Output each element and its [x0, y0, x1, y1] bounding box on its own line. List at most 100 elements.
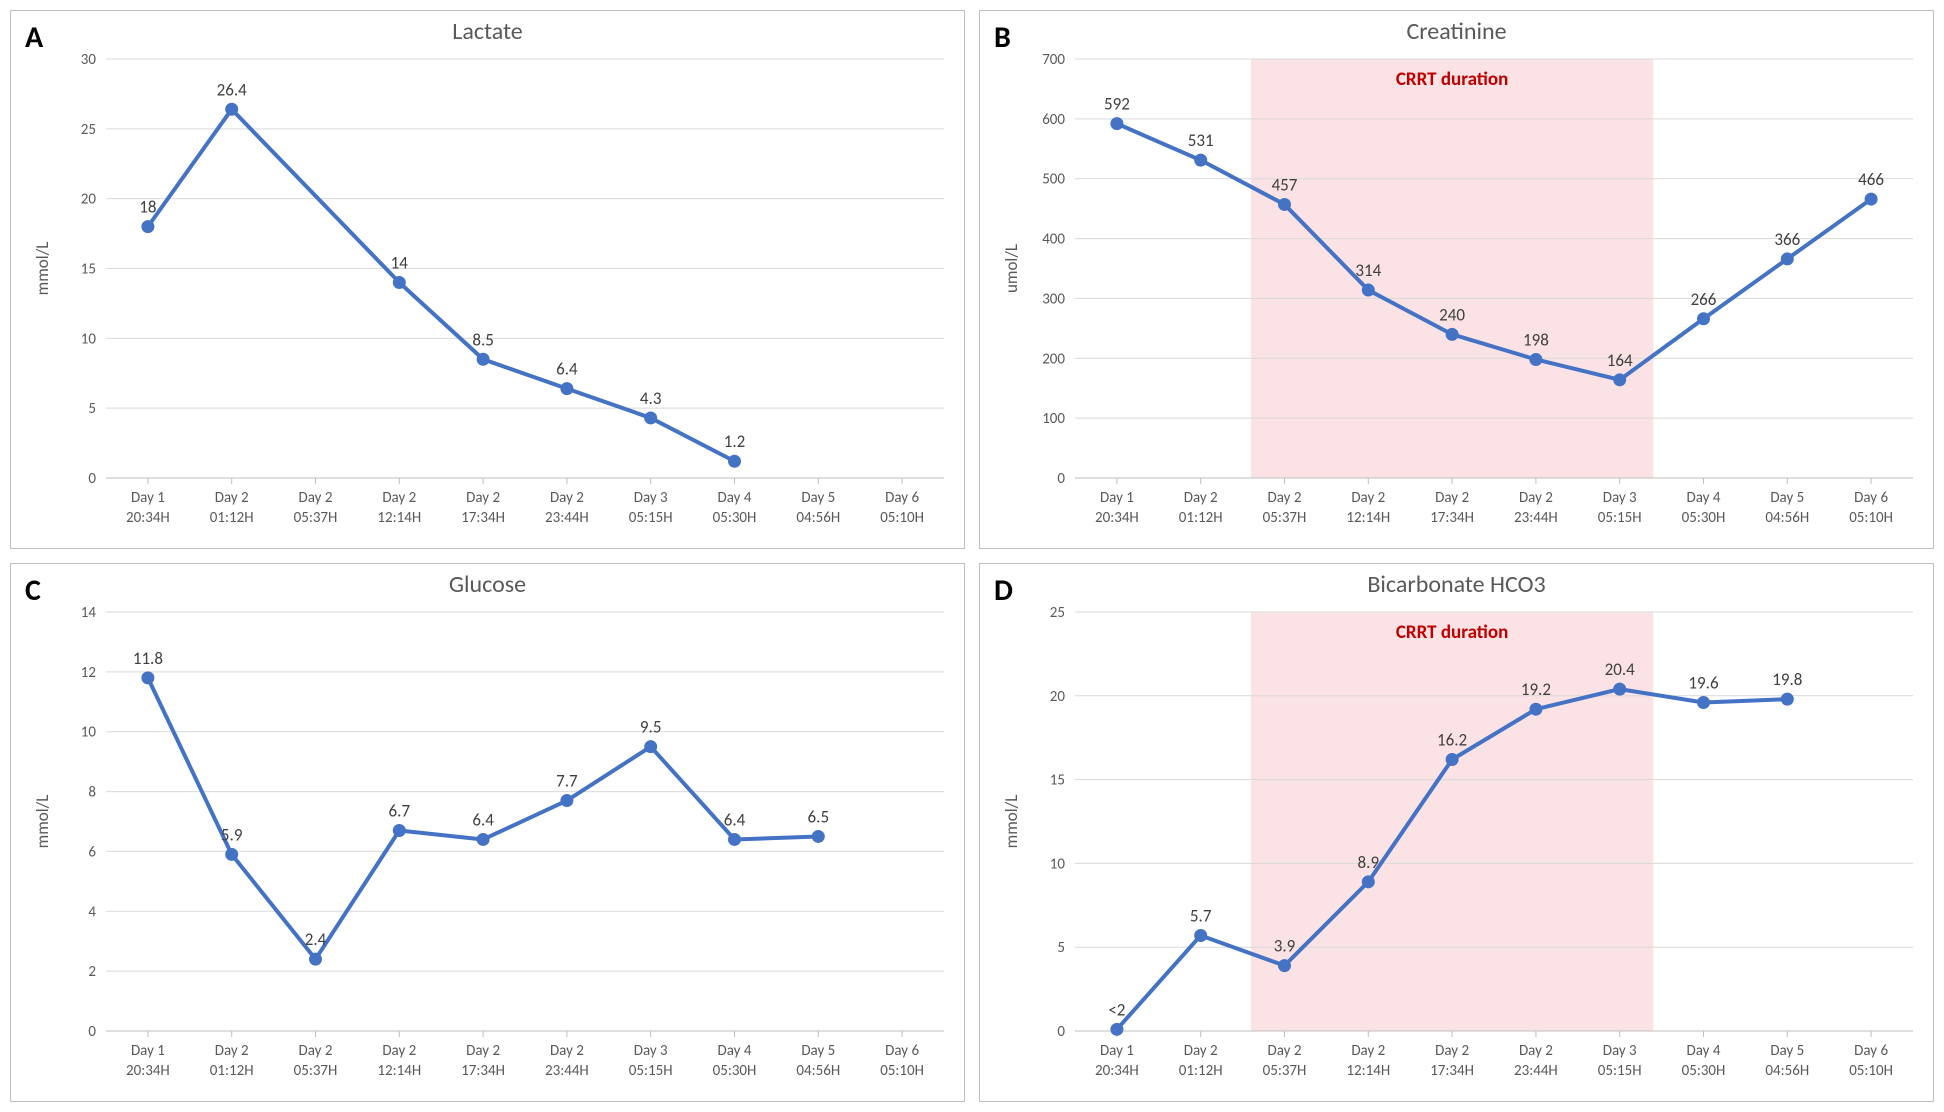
x-tick-label-time: 04:56H: [796, 1062, 840, 1080]
x-tick-label-day: Day 4: [718, 1042, 752, 1060]
x-tick-label-time: 01:12H: [210, 509, 254, 527]
y-tick-label: 20: [1050, 688, 1066, 706]
data-label: 9.5: [640, 717, 662, 738]
data-marker: [1865, 193, 1877, 205]
x-tick-label-time: 17:34H: [461, 1062, 505, 1080]
x-tick-label-time: 05:30H: [1682, 509, 1726, 527]
data-label: 7.7: [556, 771, 578, 792]
x-tick-label-time: 17:34H: [1430, 1062, 1474, 1080]
y-axis-label: mmol/L: [1001, 795, 1022, 849]
x-tick-label-day: Day 2: [1268, 489, 1302, 507]
data-marker: [393, 824, 405, 836]
x-tick-label-time: 05:10H: [1849, 1062, 1893, 1080]
crrt-label: CRRT duration: [1396, 68, 1508, 91]
x-tick-label-time: 04:56H: [1765, 1062, 1809, 1080]
y-axis-label: mmol/L: [32, 242, 53, 296]
data-label: 198: [1523, 329, 1549, 350]
x-tick-label-time: 20:34H: [126, 1062, 170, 1080]
y-tick-label: 5: [1057, 939, 1065, 957]
data-marker: [1530, 703, 1542, 715]
crrt-band: [1251, 59, 1653, 478]
x-tick-label-time: 05:37H: [294, 1062, 338, 1080]
data-marker: [1530, 353, 1542, 365]
y-tick-label: 25: [81, 121, 96, 139]
y-tick-label: 0: [88, 470, 96, 488]
y-tick-label: 600: [1042, 111, 1065, 129]
crrt-label: CRRT duration: [1396, 621, 1508, 644]
x-tick-label-day: Day 3: [1603, 1042, 1637, 1060]
x-tick-label-time: 05:10H: [1849, 509, 1893, 527]
x-tick-label-day: Day 3: [1603, 489, 1637, 507]
data-marker: [1195, 929, 1207, 941]
x-tick-label-day: Day 1: [1100, 489, 1134, 507]
y-tick-label: 8: [88, 784, 96, 802]
data-marker: [812, 830, 824, 842]
x-tick-label-day: Day 2: [382, 489, 416, 507]
panel-lactate: ALactate051015202530mmol/LDay 120:34HDay…: [10, 10, 965, 549]
data-marker: [393, 276, 405, 288]
data-marker: [1781, 253, 1793, 265]
x-tick-label-day: Day 2: [550, 489, 584, 507]
y-axis-label: mmol/L: [32, 795, 53, 849]
data-marker: [142, 221, 154, 233]
data-marker: [1362, 876, 1374, 888]
y-tick-label: 14: [81, 604, 97, 622]
x-tick-label-day: Day 4: [1687, 1042, 1721, 1060]
x-tick-label-day: Day 4: [718, 489, 752, 507]
data-label: 531: [1188, 130, 1214, 151]
y-tick-label: 0: [1057, 470, 1065, 488]
x-tick-label-time: 12:14H: [1346, 1062, 1390, 1080]
y-tick-label: 4: [88, 903, 96, 921]
y-tick-label: 100: [1042, 410, 1065, 428]
x-tick-label-day: Day 1: [131, 489, 165, 507]
data-label: 164: [1607, 350, 1633, 371]
x-tick-label-time: 20:34H: [126, 509, 170, 527]
y-axis-label: umol/L: [1001, 244, 1022, 293]
data-label: 5.7: [1190, 905, 1212, 926]
y-tick-label: 200: [1042, 350, 1065, 368]
data-label: 5.9: [221, 824, 243, 845]
x-tick-label-time: 20:34H: [1095, 1062, 1139, 1080]
y-tick-label: 25: [1050, 604, 1065, 622]
x-tick-label-time: 01:12H: [210, 1062, 254, 1080]
data-label: 8.9: [1358, 852, 1380, 873]
x-tick-label-time: 01:12H: [1179, 1062, 1223, 1080]
x-tick-label-day: Day 5: [1770, 489, 1804, 507]
data-marker: [1111, 1023, 1123, 1035]
panel-glucose: CGlucose02468101214mmol/LDay 120:34HDay …: [10, 563, 965, 1102]
data-label: 6.7: [389, 800, 411, 821]
x-tick-label-day: Day 2: [466, 489, 500, 507]
x-tick-label-day: Day 2: [299, 489, 333, 507]
x-tick-label-day: Day 2: [215, 489, 249, 507]
data-marker: [1446, 328, 1458, 340]
panel-bicarbonate: DBicarbonate HCO3CRRT duration0510152025…: [979, 563, 1934, 1102]
chart-grid: ALactate051015202530mmol/LDay 120:34HDay…: [10, 10, 1934, 1102]
data-marker: [1614, 374, 1626, 386]
data-label: 457: [1272, 174, 1298, 195]
x-tick-label-day: Day 2: [1435, 489, 1469, 507]
data-label: 3.9: [1274, 936, 1296, 957]
data-label: 266: [1691, 289, 1717, 310]
data-marker: [1195, 154, 1207, 166]
x-tick-label-time: 17:34H: [461, 509, 505, 527]
x-tick-label-time: 05:15H: [629, 509, 673, 527]
data-label: 6.5: [808, 806, 830, 827]
data-marker: [1614, 683, 1626, 695]
chart-svg: 02468101214mmol/LDay 120:34HDay 201:12HD…: [11, 564, 964, 1101]
chart-title: Bicarbonate HCO3: [980, 570, 1933, 599]
x-tick-label-day: Day 2: [299, 1042, 333, 1060]
data-label: 4.3: [640, 388, 662, 409]
data-marker: [226, 848, 238, 860]
x-tick-label-day: Day 1: [131, 1042, 165, 1060]
data-label: <2: [1108, 999, 1125, 1020]
x-tick-label-day: Day 5: [801, 1042, 835, 1060]
x-tick-label-time: 01:12H: [1179, 509, 1223, 527]
x-tick-label-day: Day 2: [466, 1042, 500, 1060]
data-marker: [142, 672, 154, 684]
x-tick-label-day: Day 6: [1854, 489, 1888, 507]
x-tick-label-time: 05:15H: [1598, 1062, 1642, 1080]
data-marker: [645, 412, 657, 424]
data-marker: [1698, 313, 1710, 325]
x-tick-label-day: Day 5: [1770, 1042, 1804, 1060]
data-label: 20.4: [1605, 659, 1636, 680]
